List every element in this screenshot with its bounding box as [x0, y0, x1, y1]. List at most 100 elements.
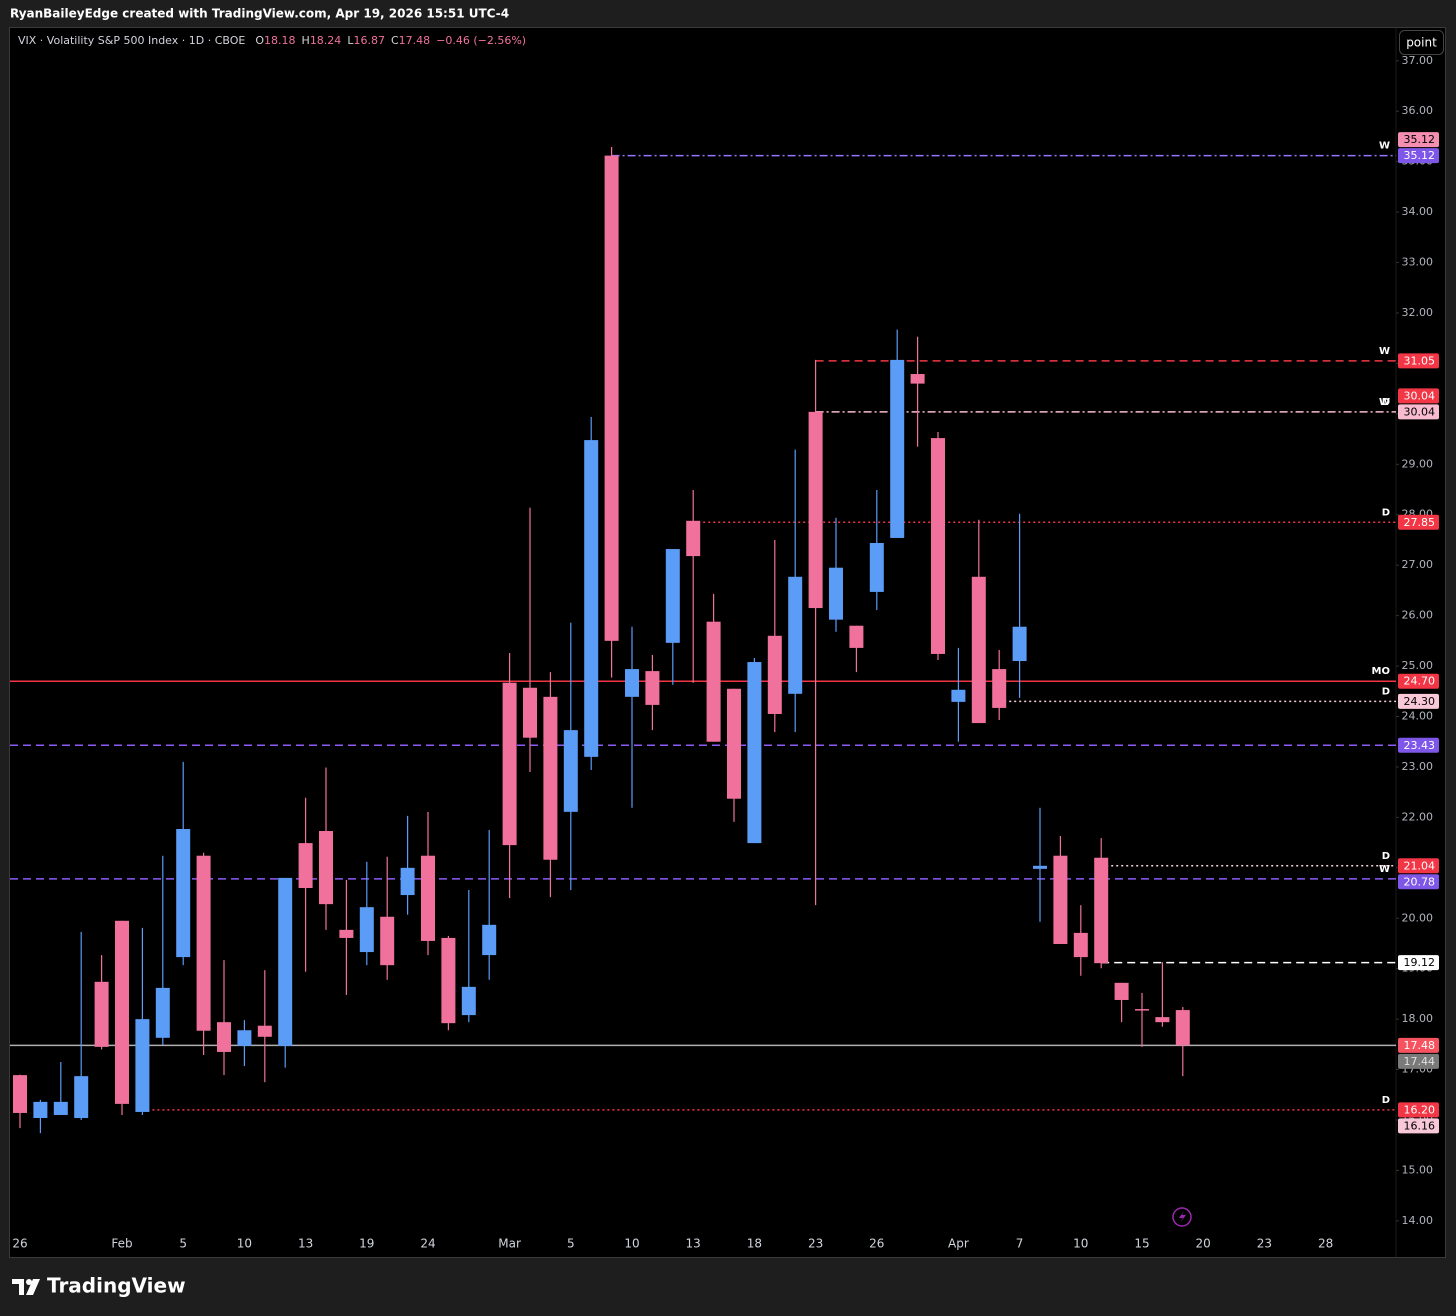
price-tag	[1398, 388, 1439, 404]
candle-body	[441, 937, 456, 1024]
candle-body	[584, 440, 599, 757]
candle-body	[849, 625, 864, 648]
y-tick-label: 33.00	[1402, 256, 1434, 269]
x-tick-label: 10	[237, 1237, 252, 1251]
x-tick-label: 23	[1257, 1237, 1272, 1251]
price-tag-label: 24.70	[1404, 675, 1436, 688]
price-tag-label: 16.20	[1404, 1103, 1436, 1116]
alert-bolt[interactable]	[1179, 1211, 1186, 1223]
y-tick-label: 14.00	[1402, 1214, 1434, 1227]
x-tick-label: 18	[747, 1237, 762, 1251]
chart-panel	[9, 27, 1446, 1258]
level-tag: W	[1379, 141, 1390, 152]
candle-body	[278, 877, 293, 1046]
y-tick-label: 25.00	[1402, 659, 1434, 672]
price-tag-label: 30.04	[1404, 389, 1436, 402]
candle-body	[74, 1076, 89, 1119]
legend-key: H	[302, 34, 310, 47]
price-tag	[1398, 693, 1439, 709]
candle-body	[298, 843, 313, 888]
price-tag-label: 31.05	[1404, 354, 1436, 367]
legend-key: L	[347, 34, 354, 47]
price-tag-label: 17.44	[1404, 1055, 1436, 1068]
candle-body	[502, 682, 517, 846]
candle-body	[1012, 626, 1027, 662]
candle-body	[33, 1101, 48, 1119]
candle-body	[1073, 932, 1088, 958]
candle-body	[1033, 865, 1047, 869]
y-tick-label: 32.00	[1402, 306, 1434, 319]
alert-circle[interactable]	[1172, 1207, 1192, 1227]
candle-body	[563, 730, 578, 812]
button-label[interactable]: point	[1406, 36, 1437, 50]
level-tag: W	[1379, 864, 1390, 875]
legend-key: O	[255, 34, 264, 47]
candle-body	[869, 542, 884, 592]
legend-value: 16.87	[353, 34, 385, 47]
x-tick-label: Mar	[498, 1237, 521, 1251]
candle-body	[951, 689, 966, 702]
candle-body	[94, 981, 109, 1047]
x-tick-label: 20	[1196, 1237, 1211, 1251]
point-button[interactable]: point	[1399, 30, 1444, 55]
candle-body	[543, 696, 558, 860]
x-tick-label: 10	[1073, 1237, 1088, 1251]
candle-body	[196, 855, 211, 1031]
x-tick-label: 15	[1134, 1237, 1149, 1251]
price-tag-label: 19.12	[1404, 956, 1436, 969]
y-tick-label: 36.00	[1402, 104, 1434, 117]
level-tag: D	[1382, 686, 1390, 697]
price-tag	[1398, 874, 1439, 890]
legend: VIX · Volatility S&P 500 Index · 1D · CB…	[18, 34, 526, 47]
x-tick-label: 13	[686, 1237, 701, 1251]
price-tag-label: 24.30	[1404, 695, 1436, 708]
price-tag	[1398, 1053, 1439, 1069]
candle-body	[523, 687, 537, 738]
candle-body	[992, 669, 1007, 708]
footer-logo: TradingView	[12, 1274, 186, 1298]
footer-text: TradingView	[47, 1274, 186, 1298]
x-tick-label: 23	[808, 1237, 823, 1251]
button-frame[interactable]	[1399, 30, 1444, 55]
header-text: RyanBaileyEdge created with TradingView.…	[10, 7, 509, 21]
candle-body	[829, 567, 843, 620]
x-tick-label: 5	[179, 1237, 187, 1251]
y-tick-label: 22.00	[1402, 810, 1434, 823]
candle-body	[890, 359, 905, 538]
candles	[13, 147, 1190, 1134]
legend-value: 17.48	[399, 34, 431, 47]
candle-body	[1135, 1009, 1149, 1011]
logo-mark	[12, 1279, 24, 1295]
candle-body	[625, 669, 639, 697]
price-tag	[1398, 1102, 1439, 1118]
level-tag: D	[1382, 1095, 1390, 1106]
legend-key: C	[391, 34, 399, 47]
y-tick-label: 37.00	[1402, 54, 1434, 67]
candle-body	[788, 576, 803, 694]
y-tick-label: 27.00	[1402, 558, 1434, 571]
legend-title: VIX · Volatility S&P 500 Index · 1D · CB…	[18, 34, 245, 47]
level-tag: W	[1379, 397, 1390, 408]
candle-body	[645, 671, 660, 705]
price-tag	[1398, 673, 1439, 689]
x-tick-label: 26	[869, 1237, 884, 1251]
candle-body	[1053, 855, 1068, 944]
candle-body	[747, 662, 762, 844]
price-tag-label: 21.04	[1404, 859, 1436, 872]
y-tick-label: 34.00	[1402, 205, 1434, 218]
price-tag-label: 23.43	[1404, 739, 1436, 752]
candle-body	[706, 621, 721, 742]
level-tag: D	[1382, 397, 1390, 408]
level-tag: MO	[1372, 666, 1390, 677]
candle-body	[482, 924, 497, 956]
candle-body	[380, 916, 395, 966]
level-tag: D	[1382, 507, 1390, 518]
price-tag-label: 35.12	[1404, 149, 1436, 162]
candle-body	[665, 549, 680, 643]
y-tick-label: 29.00	[1402, 457, 1434, 470]
alert-icon[interactable]	[1172, 1207, 1192, 1227]
candle-body	[339, 929, 354, 938]
candle-body	[727, 688, 741, 799]
price-tag	[1398, 132, 1439, 148]
